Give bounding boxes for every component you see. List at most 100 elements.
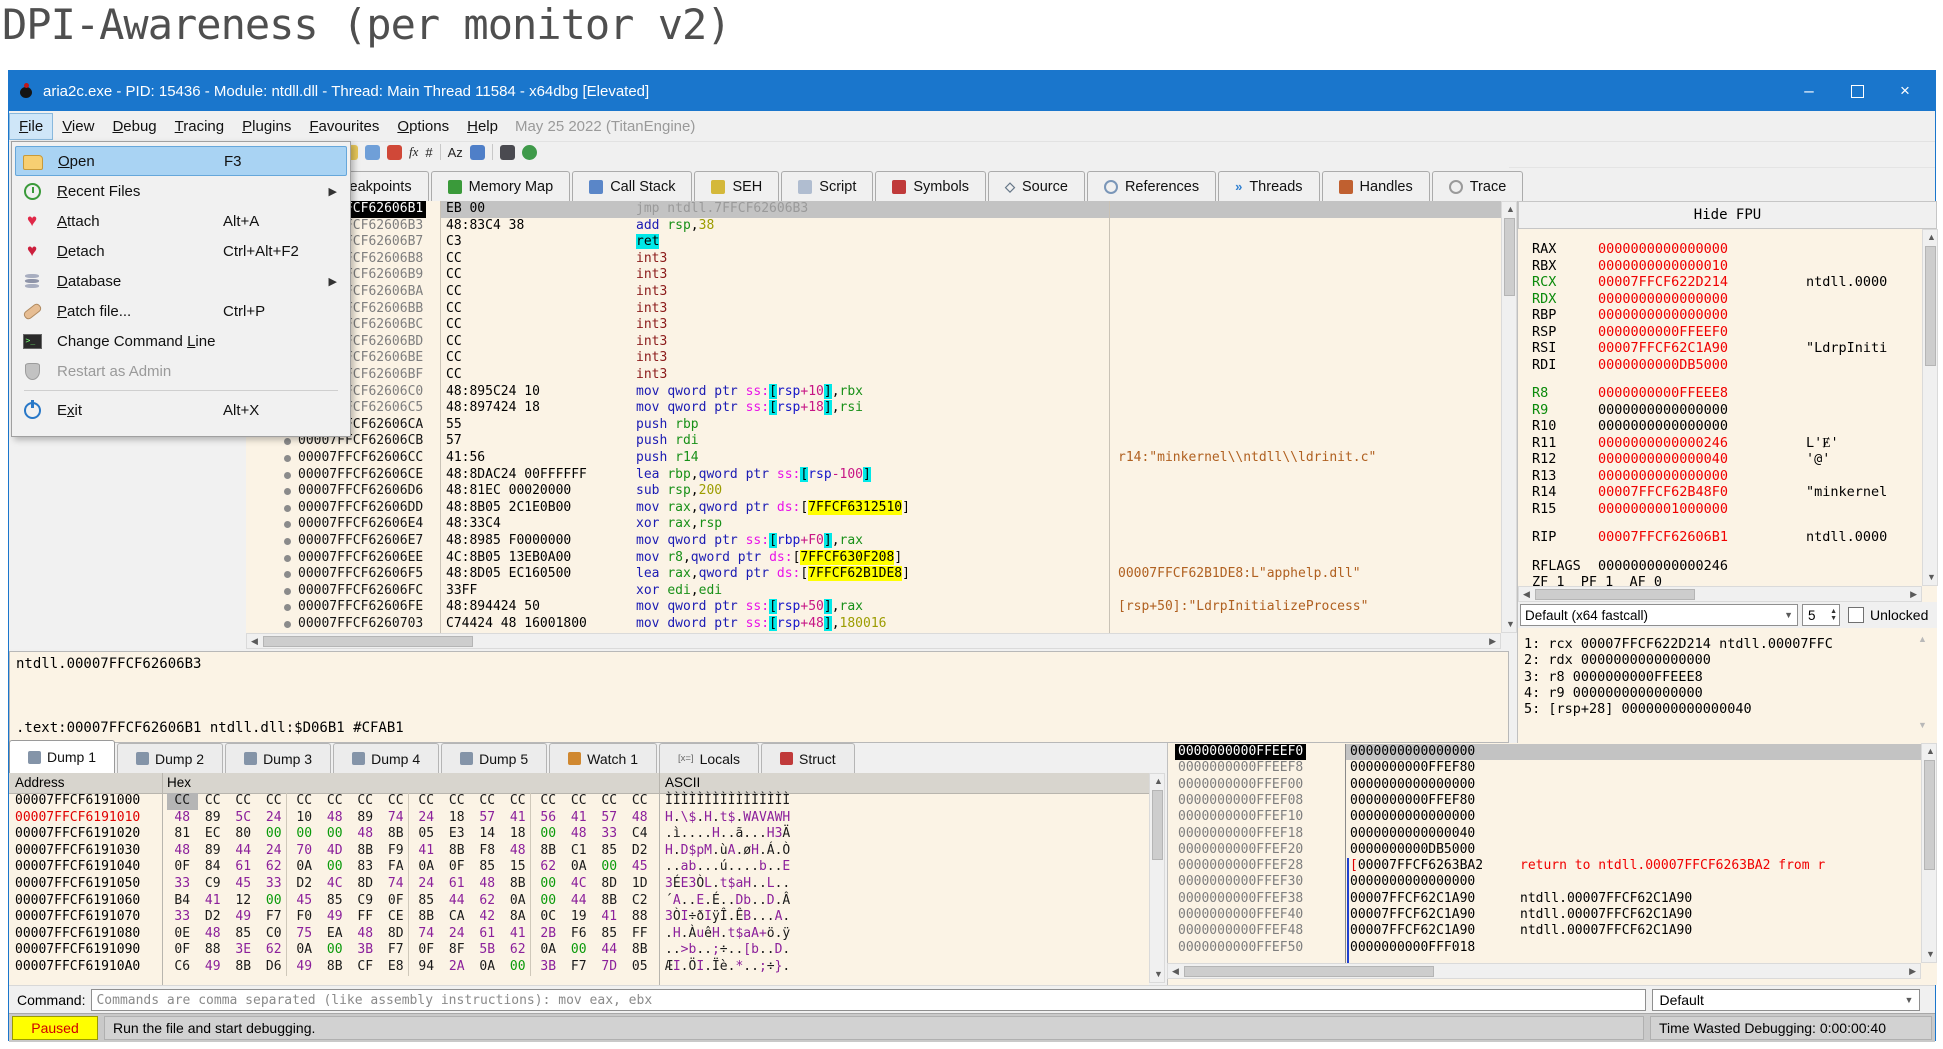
dump-byte[interactable]: CC: [167, 793, 198, 810]
dump-byte[interactable]: 0F: [174, 942, 191, 958]
menu-plugins[interactable]: Plugins: [242, 117, 292, 135]
register-row[interactable]: R14 00007FFCF62B48F0 "minkernel: [1518, 484, 1922, 501]
dump-byte[interactable]: 49: [296, 959, 313, 974]
register-row[interactable]: RSI 00007FFCF62C1A90 "LdrpIniti: [1518, 340, 1922, 357]
dump-ascii[interactable]: H.\$.H.t$.WAVAWH: [665, 809, 791, 825]
dump-ascii[interactable]: .ì....H..ã...H3Ä: [665, 826, 791, 842]
stack-value[interactable]: 00007FFCF62C1A90: [1350, 923, 1476, 939]
dump-byte[interactable]: 0F: [387, 892, 404, 908]
dump-byte[interactable]: 00: [570, 942, 587, 958]
spin-up-icon[interactable]: ▲: [1830, 608, 1837, 615]
disasm-bytes[interactable]: CC: [446, 367, 462, 382]
calling-convention-select[interactable]: Default (x64 fastcall) ▼: [1520, 604, 1798, 626]
stack-value[interactable]: 0000000000FFEF80: [1350, 792, 1476, 808]
registers-list[interactable]: RAX 0000000000000000 RBX 0000000000000010 RC…: [1518, 229, 1922, 586]
register-value[interactable]: 00007FFCF62B48F0: [1598, 484, 1729, 500]
dump-byte[interactable]: 8B: [235, 959, 252, 974]
stack-value[interactable]: 00007FFCF62C1A90: [1350, 907, 1476, 922]
tab-dump-4[interactable]: Dump 4: [333, 743, 440, 773]
dump-byte[interactable]: 0F: [418, 942, 435, 958]
scroll-down-icon[interactable]: ▼: [1927, 572, 1936, 582]
dump-byte[interactable]: 57: [601, 809, 618, 825]
register-value[interactable]: 0000000001000000: [1598, 500, 1729, 517]
dump-byte[interactable]: CC: [479, 793, 496, 808]
dump-byte[interactable]: F7: [570, 959, 587, 974]
dump-byte[interactable]: 8B: [448, 842, 465, 858]
disasm-row[interactable]: 00007FFCF62606FE 48:894424 50 mov qword pt…: [246, 599, 1501, 616]
dump-ascii[interactable]: 3ÒI÷ðIÿÎ.ÊB...A.: [665, 909, 791, 925]
disasm-address[interactable]: 00007FFCF62606EE: [298, 549, 424, 565]
stack-row[interactable]: 0000000000FFEF50 0000000000FFF018: [1168, 940, 1937, 956]
dump-byte[interactable]: 56: [540, 809, 557, 825]
register-row[interactable]: RAX 0000000000000000: [1518, 241, 1922, 258]
stack-row[interactable]: 0000000000FFEF40 00007FFCF62C1A90 ntdll.00…: [1168, 907, 1937, 923]
dump-byte[interactable]: CC: [326, 793, 343, 808]
disasm-instruction[interactable]: jmp ntdll.7FFCF62606B3: [636, 201, 809, 216]
dump-ascii[interactable]: ..>b..;÷..[b..D.: [665, 942, 791, 958]
dump-byte[interactable]: CC: [570, 793, 587, 808]
disasm-bytes[interactable]: CC: [446, 300, 462, 316]
stack-value[interactable]: 0000000000FFF018: [1350, 939, 1476, 955]
scroll-thumb[interactable]: [1925, 246, 1936, 366]
dump-byte[interactable]: 62: [479, 892, 496, 908]
disasm-row[interactable]: 00007FFCF6260703 C74424 48 16001800 mov dw…: [246, 616, 1501, 633]
disasm-bytes[interactable]: CC: [446, 284, 462, 299]
dump-byte[interactable]: 0E: [174, 925, 191, 941]
dump-byte[interactable]: 48: [204, 925, 221, 941]
dump-byte[interactable]: CA: [448, 909, 465, 925]
register-row[interactable]: RIP 00007FFCF62606B1 ntdll.0000: [1518, 529, 1922, 546]
dump-byte[interactable]: 05: [631, 959, 648, 974]
disasm-instruction[interactable]: mov qword ptr ss:[rsp+50],rax: [636, 599, 864, 615]
dump-byte[interactable]: CC: [448, 793, 465, 808]
paperclip-icon[interactable]: [365, 144, 380, 160]
disasm-instruction[interactable]: int3: [636, 284, 668, 299]
dump-byte[interactable]: 62: [265, 859, 282, 875]
dump-byte[interactable]: F6: [570, 925, 587, 941]
dump-byte[interactable]: D2: [631, 842, 648, 858]
maximize-button[interactable]: [1833, 71, 1881, 111]
scroll-thumb[interactable]: [263, 636, 473, 647]
menu-item-exit[interactable]: Exit Alt+X: [15, 395, 347, 425]
tab-trace[interactable]: Trace: [1431, 171, 1524, 201]
dump-byte[interactable]: 0C: [540, 909, 557, 925]
menu-view[interactable]: View: [62, 117, 95, 135]
disasm-bytes[interactable]: 55: [446, 416, 462, 432]
dump-byte[interactable]: 42: [479, 909, 496, 925]
register-value[interactable]: 00007FFCF622D214: [1598, 274, 1729, 290]
disasm-row[interactable]: 00007FFCF62606CC 41:56 push r14 r14:"minker…: [246, 450, 1501, 467]
close-button[interactable]: ×: [1900, 81, 1910, 100]
dump-byte[interactable]: 89: [204, 842, 221, 858]
dump-address[interactable]: 00007FFCF61910A0: [15, 959, 141, 974]
dump-byte[interactable]: 74: [387, 809, 404, 825]
dump-byte[interactable]: C1: [570, 842, 587, 858]
dump-byte[interactable]: 5C: [235, 809, 252, 825]
disasm-instruction[interactable]: lea rax,qword ptr ds:[7FFCF62B1DE8]: [636, 566, 910, 582]
fastcall-arg[interactable]: 5: [rsp+28] 0000000000000040: [1524, 701, 1752, 718]
scroll-left-icon[interactable]: ◀: [1172, 966, 1179, 976]
dump-row[interactable]: 00007FFCF6191070 33 D2 49 F7 F0 49 FF CE 8B CA 42 8A…: [9, 909, 1149, 926]
disasm-instruction[interactable]: mov qword ptr ss:[rsp+10],rbx: [636, 383, 864, 399]
stack-address[interactable]: 0000000000FFEF18: [1178, 825, 1304, 841]
stack-address[interactable]: 0000000000FFEEF8: [1178, 760, 1304, 776]
dump-byte[interactable]: 41: [570, 809, 587, 825]
disasm-row[interactable]: 00007FFCF62606BD CC int3: [246, 334, 1501, 351]
disasm-instruction[interactable]: push rbp: [636, 416, 699, 432]
dump-byte[interactable]: 61: [479, 925, 496, 941]
disasm-row[interactable]: 00007FFCF62606D6 48:81EC 00020000 sub rsp,…: [246, 483, 1501, 500]
tab-memory-map[interactable]: Memory Map: [430, 171, 571, 201]
dump-row[interactable]: 00007FFCF61910A0 C6 49 8B D6 49 8B CF E8 94 2A 0A 00…: [9, 959, 1149, 976]
scroll-down-icon[interactable]: ▼: [1926, 949, 1935, 959]
dump-byte[interactable]: 41: [509, 925, 526, 941]
dump-byte[interactable]: B4: [174, 892, 191, 908]
dump-byte[interactable]: 41: [601, 909, 618, 925]
disasm-bytes[interactable]: 41:56: [446, 450, 486, 465]
dump-byte[interactable]: 44: [570, 892, 587, 908]
breakpoint-dot-icon[interactable]: [284, 438, 291, 446]
dump-byte[interactable]: 14: [479, 826, 496, 842]
stack-address[interactable]: 0000000000FFEEF0: [1175, 744, 1307, 761]
fastcall-arg[interactable]: 1: rcx 00007FFCF622D214 ntdll.00007FFC: [1524, 636, 1833, 652]
dump-byte[interactable]: 48: [174, 842, 191, 858]
dump-byte[interactable]: 85: [235, 925, 252, 941]
disasm-address[interactable]: 00007FFCF62606FE: [298, 599, 424, 615]
